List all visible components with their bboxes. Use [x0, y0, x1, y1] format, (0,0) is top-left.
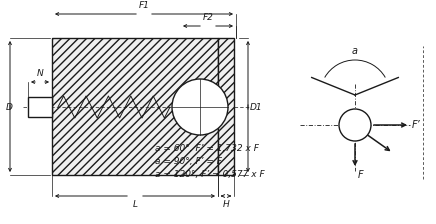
Text: D: D	[6, 103, 13, 112]
Text: a = 90°, F’ = F: a = 90°, F’ = F	[155, 157, 222, 166]
Circle shape	[172, 79, 228, 135]
Text: a = 60°, F’ = 1,732 x F: a = 60°, F’ = 1,732 x F	[155, 144, 259, 153]
Text: L: L	[133, 200, 137, 209]
Text: F: F	[358, 170, 364, 180]
Bar	[218, 38, 234, 175]
Circle shape	[172, 79, 228, 135]
Text: N: N	[37, 69, 43, 78]
Circle shape	[339, 109, 371, 141]
Text: D1: D1	[250, 103, 262, 112]
Text: F2: F2	[203, 13, 214, 22]
Bar	[28, 97, 52, 117]
Bar	[52, 38, 218, 175]
Text: a: a	[352, 46, 358, 56]
Circle shape	[339, 109, 371, 141]
Text: F’: F’	[412, 120, 421, 130]
Text: H: H	[223, 200, 229, 209]
Bar	[218, 38, 234, 175]
Bar	[52, 38, 218, 175]
Text: F1: F1	[139, 1, 150, 10]
Text: a = 120°, F’ = 0,577 x F: a = 120°, F’ = 0,577 x F	[155, 170, 265, 179]
